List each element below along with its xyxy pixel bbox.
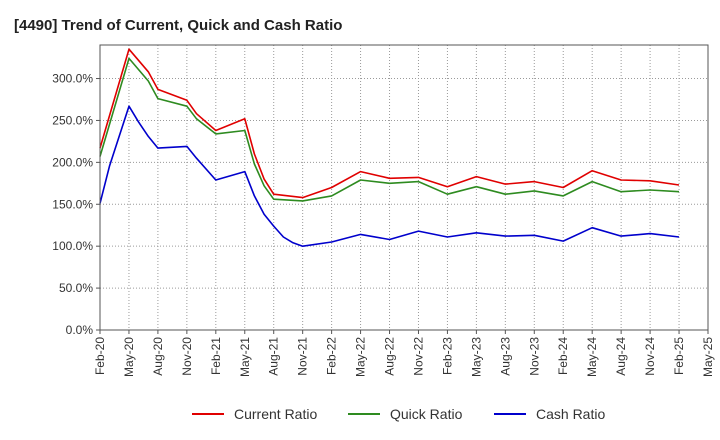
y-tick-label: 250.0% <box>52 113 93 127</box>
legend-label-current-ratio: Current Ratio <box>234 406 317 422</box>
x-tick-label: Feb-23 <box>440 337 454 375</box>
x-tick-label: Nov-24 <box>643 337 657 376</box>
x-tick-label: Feb-24 <box>556 337 570 375</box>
chart-title: [4490] Trend of Current, Quick and Cash … <box>14 17 342 34</box>
x-tick-label: Feb-25 <box>672 337 686 375</box>
x-axis-ticks: Feb-20 May-20 Aug-20 Nov-20 Feb-21 May-21 Aug-… <box>93 330 715 377</box>
x-tick-label: Nov-20 <box>180 337 194 376</box>
x-tick-label: May-25 <box>701 337 715 377</box>
y-tick-label: 200.0% <box>52 155 93 169</box>
y-tick-label: 0.0% <box>66 323 94 337</box>
legend-label-cash-ratio: Cash Ratio <box>536 406 605 422</box>
series-line-quick-ratio <box>99 57 680 202</box>
y-tick-label: 300.0% <box>52 72 93 86</box>
x-tick-label: Nov-23 <box>527 337 541 376</box>
y-axis-ticks: 0.0% 50.0% 100.0% 150.0% 200.0% 250.0% 300.0% <box>52 72 100 337</box>
y-tick-label: 50.0% <box>59 281 93 295</box>
legend-label-quick-ratio: Quick Ratio <box>390 406 463 422</box>
axes <box>99 44 709 331</box>
plot-frame <box>99 44 709 331</box>
x-tick-label: Nov-21 <box>296 337 310 376</box>
x-tick-label: Feb-22 <box>325 337 339 375</box>
x-tick-label: Aug-23 <box>498 337 512 376</box>
x-tick-label: May-20 <box>122 337 136 377</box>
x-tick-label: Feb-20 <box>93 337 107 375</box>
series-line-current-ratio <box>99 48 680 199</box>
x-tick-label: May-21 <box>238 337 252 377</box>
legend: Current Ratio Quick Ratio Cash Ratio <box>192 406 605 422</box>
x-tick-label: May-23 <box>469 337 483 377</box>
y-tick-label: 100.0% <box>52 239 93 253</box>
series-line-cash-ratio <box>99 105 680 247</box>
x-tick-label: Aug-24 <box>614 337 628 376</box>
y-tick-label: 150.0% <box>52 197 93 211</box>
x-tick-label: Aug-20 <box>151 337 165 376</box>
x-tick-label: Nov-22 <box>411 337 425 376</box>
series-lines <box>99 48 680 247</box>
grid <box>99 45 709 331</box>
x-tick-label: Feb-21 <box>209 337 223 375</box>
x-tick-label: Aug-21 <box>267 337 281 376</box>
x-tick-label: May-24 <box>585 337 599 377</box>
x-tick-label: Aug-22 <box>383 337 397 376</box>
x-tick-label: May-22 <box>354 337 368 377</box>
